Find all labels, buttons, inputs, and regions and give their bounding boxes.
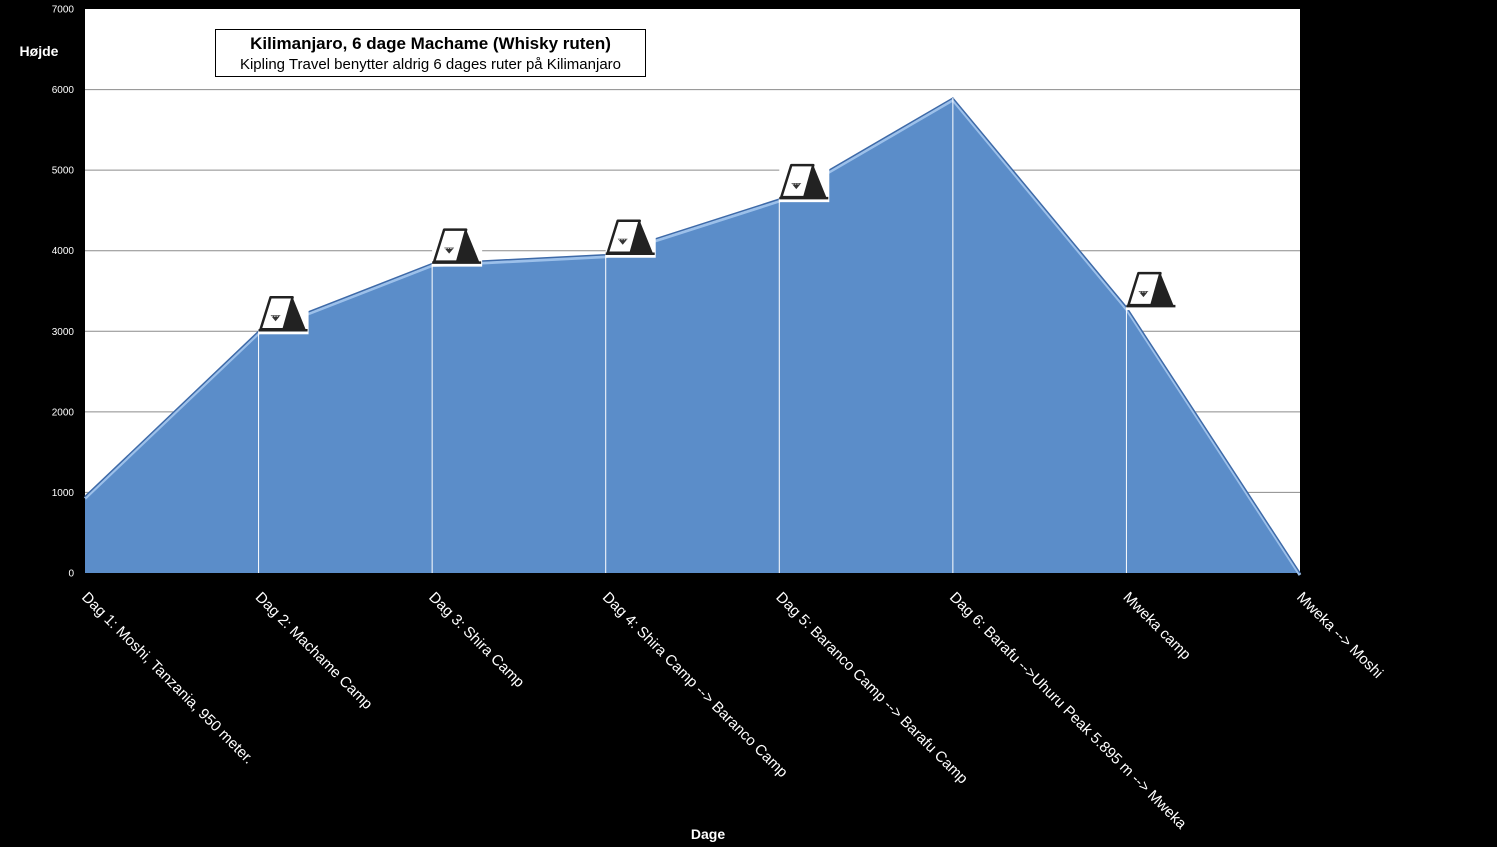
- day-dividers: [258, 98, 1127, 573]
- area-fill: [85, 98, 1300, 573]
- y-tick-label: 6000: [52, 85, 75, 96]
- chart-subtitle: Kipling Travel benytter aldrig 6 dages r…: [239, 56, 622, 73]
- y-tick-label: 3000: [52, 327, 75, 338]
- x-category-labels: Dag 1: Moshi, Tanzania, 950 meter.Dag 2:…: [78, 589, 1386, 833]
- y-tick-label: 7000: [52, 5, 75, 16]
- tent-icon: [605, 217, 656, 258]
- x-category-label: Dag 5: Baranco Camp --> Barafu Camp: [772, 589, 971, 788]
- tent-icon: [1126, 270, 1177, 311]
- chart-title: Kilimanjaro, 6 dage Machame (Whisky rute…: [250, 34, 611, 53]
- y-tick-labels: 0 1000 2000 3000 4000 5000 6000 7000: [52, 5, 75, 580]
- x-category-label: Dag 2: Machame Camp: [252, 589, 376, 713]
- y-tick-label: 1000: [52, 488, 75, 499]
- y-tick-label: 4000: [52, 246, 75, 257]
- x-category-label: Dag 3: Shira Camp: [425, 589, 527, 691]
- chart-title-box: Kilimanjaro, 6 dage Machame (Whisky rute…: [215, 29, 646, 77]
- tent-icon: [779, 162, 830, 203]
- camp-markers: [258, 162, 1177, 335]
- x-category-label: Mweka camp: [1120, 589, 1195, 664]
- x-category-label: Mweka --> Moshi: [1293, 589, 1386, 682]
- y-axis-title: Højde: [20, 43, 59, 59]
- x-category-label: Dag 4: Shira Camp --> Baranco Camp: [599, 589, 791, 781]
- tent-icon: [432, 226, 483, 267]
- y-tick-label: 5000: [52, 166, 75, 177]
- x-category-label: Dag 1: Moshi, Tanzania, 950 meter.: [78, 589, 257, 768]
- x-axis-title: Dage: [691, 826, 725, 842]
- y-tick-label: 0: [68, 569, 74, 580]
- y-tick-label: 2000: [52, 407, 75, 418]
- tent-icon: [258, 294, 309, 335]
